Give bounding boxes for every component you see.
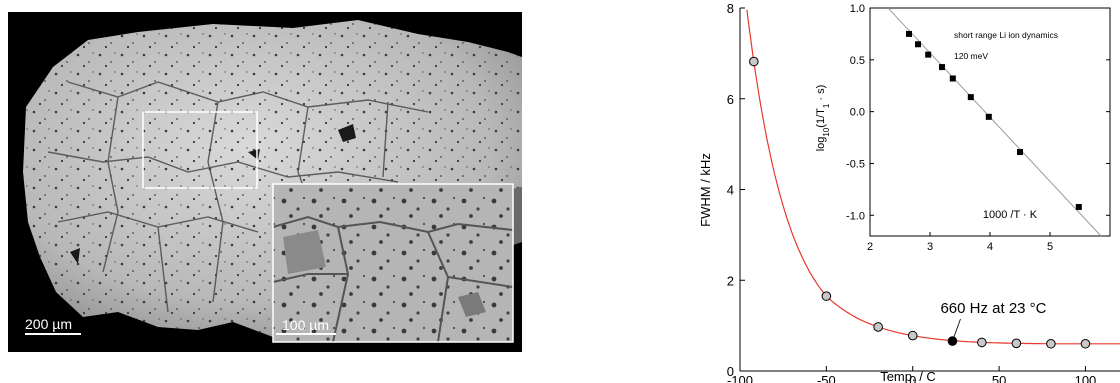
main-data-point	[1046, 338, 1056, 349]
main-y-axis-label: FWHM / kHz	[698, 153, 713, 227]
main-data-point	[907, 330, 918, 341]
inset-fit-line	[887, 7, 1102, 237]
main-x-tick-label: 50	[992, 373, 1006, 383]
inset-data-point	[967, 94, 974, 101]
inset-data-point	[985, 113, 992, 120]
inset-micrograph: 100 µm	[272, 183, 514, 343]
inset-annotation-dynamics: short range Li ion dynamics	[954, 30, 1058, 40]
inset-y-tick-label: 0.5	[850, 55, 865, 67]
inset-y-tick-label: 1.0	[850, 3, 865, 15]
main-y-ticks: 0 2 4 6 8	[727, 1, 745, 379]
inset-data-point	[906, 30, 912, 37]
inset-y-ticks: -1.0 -0.5 0.0 0.5 1.0	[846, 3, 1110, 222]
main-x-tick-label: 0	[909, 373, 916, 383]
main-y-tick-label: 8	[727, 1, 734, 16]
inset-data-point	[949, 75, 956, 82]
annotation-leader	[952, 318, 961, 342]
scale-bar-label: 200 µm	[25, 316, 72, 332]
main-data-point	[749, 56, 759, 67]
annotation-660hz: 660 Hz at 23 °C	[940, 300, 1046, 317]
inset-annotation-energy: 120 meV	[954, 51, 988, 61]
main-x-tick-label: 100	[1075, 373, 1097, 383]
inset-data-point	[939, 64, 945, 71]
inset-data-point	[925, 51, 932, 58]
zoom-region-frame	[142, 111, 258, 189]
inset-x-ticks: 2 3 4 5	[867, 232, 1053, 253]
main-x-tick-label: -100	[727, 373, 753, 383]
inset-x-tick-label: 4	[987, 241, 993, 253]
inset-x-axis-label: 1000 /T · K	[983, 209, 1038, 221]
main-x-tick-label: -50	[817, 373, 836, 383]
inset-y-tick-label: 0.0	[850, 107, 865, 119]
inset-y-tick-label: -1.0	[846, 210, 865, 222]
inset-data-points	[906, 30, 1082, 210]
inset-data-point	[915, 41, 921, 48]
inset-x-tick-label: 3	[927, 241, 933, 253]
fit-curve	[746, 9, 1120, 345]
main-data-point	[873, 322, 883, 332]
sem-micrograph: 100 µm 200 µm	[8, 12, 522, 352]
inset-chart: -1.0 -0.5 0.0 0.5 1.0 2 3 4 5 log10(1/T1 · s) 1…	[815, 3, 1111, 253]
main-data-point	[1011, 338, 1022, 349]
main-y-tick-label: 6	[727, 92, 734, 107]
inset-data-point	[1075, 203, 1082, 210]
inset-y-axis-label: log10(1/T1 · s)	[815, 85, 831, 152]
main-y-tick-label: 2	[727, 273, 734, 288]
main-data-point	[977, 337, 987, 348]
inset-y-tick-label: -0.5	[846, 158, 865, 170]
inset-x-tick-label: 5	[1047, 241, 1053, 253]
main-y-tick-label: 0	[727, 364, 734, 379]
main-x-axis-label: Temp. / C	[880, 369, 936, 383]
inset-scale-bar-label: 100 µm	[282, 317, 329, 333]
main-x-ticks: -100 -50 0 50 100	[727, 366, 1096, 383]
fwhm-chart: 0 2 4 6 8 -100 -50 0 50 100 FWHM / kHz Temp. / C…	[698, 1, 1120, 383]
main-y-tick-label: 4	[727, 183, 734, 198]
inset-x-tick-label: 2	[867, 241, 873, 253]
main-data-point	[1080, 338, 1091, 349]
main-data-point	[821, 291, 832, 301]
main-data-points	[749, 56, 1091, 349]
inset-data-point	[1017, 149, 1023, 156]
